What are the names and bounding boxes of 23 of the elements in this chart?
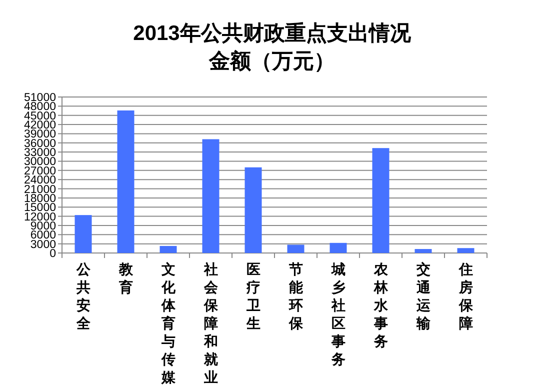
x-tick-label: 农林水事务 bbox=[372, 261, 389, 349]
bar bbox=[287, 244, 304, 253]
x-tick-label: 社会保障和就业 bbox=[202, 261, 219, 385]
x-tick-label: 公共安全 bbox=[75, 261, 92, 331]
x-tick-label: 交通运输 bbox=[415, 261, 432, 331]
bar bbox=[414, 249, 432, 253]
bar bbox=[74, 215, 92, 253]
y-tick-label: 0 bbox=[50, 248, 56, 260]
x-tick-label: 节能环保 bbox=[288, 261, 304, 331]
bar bbox=[117, 110, 134, 253]
x-tick-label: 教育 bbox=[118, 261, 134, 295]
x-tick-label: 文化体育与传媒 bbox=[160, 261, 176, 385]
bar bbox=[160, 246, 177, 253]
bar bbox=[244, 167, 262, 253]
x-tick-label: 住房保障 bbox=[458, 261, 474, 331]
bar bbox=[202, 139, 220, 253]
bar bbox=[457, 248, 474, 253]
x-tick-label: 医疗卫生 bbox=[245, 261, 260, 331]
bar bbox=[372, 148, 390, 253]
chart-subtitle: 金额（万元） bbox=[208, 49, 335, 73]
bar bbox=[330, 242, 347, 253]
x-tick-label: 城乡社区事务 bbox=[330, 261, 346, 367]
chart-title: 2013年公共财政重点支出情况 bbox=[133, 22, 412, 45]
